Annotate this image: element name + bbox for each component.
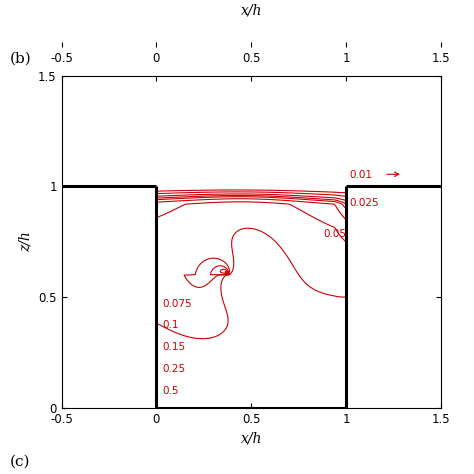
Text: 0.25: 0.25 xyxy=(162,364,185,374)
Text: 0.1: 0.1 xyxy=(162,319,179,330)
Text: 0.5: 0.5 xyxy=(162,386,179,396)
Text: 0.01: 0.01 xyxy=(350,170,373,181)
X-axis label: x/h: x/h xyxy=(240,431,262,445)
Text: x/h: x/h xyxy=(240,3,262,17)
Y-axis label: z/h: z/h xyxy=(18,231,33,252)
Text: 0.15: 0.15 xyxy=(162,342,185,352)
Text: 0.075: 0.075 xyxy=(162,299,191,309)
Text: 0.05: 0.05 xyxy=(323,229,346,239)
Text: (c): (c) xyxy=(9,455,30,469)
Text: 0.025: 0.025 xyxy=(350,198,379,208)
Text: (b): (b) xyxy=(9,52,31,66)
